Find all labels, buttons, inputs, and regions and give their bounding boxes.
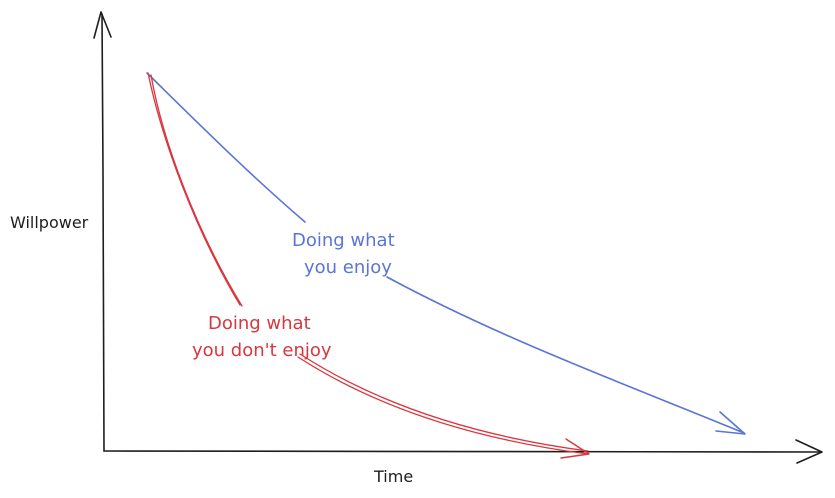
curve-dont-enjoy: Doing what you don't enjoy bbox=[147, 72, 590, 459]
curve-dont-enjoy-line-lower-b bbox=[299, 353, 589, 452]
curve-dont-enjoy-line-upper-b bbox=[150, 74, 243, 307]
y-axis-arrowhead bbox=[93, 11, 112, 39]
curve-enjoy: Doing what you enjoy bbox=[146, 72, 746, 435]
y-axis-label: Willpower bbox=[10, 213, 89, 232]
curve-enjoy-line-upper bbox=[146, 72, 306, 223]
x-axis-arrowhead bbox=[795, 439, 823, 464]
curve-dont-enjoy-line-upper-a bbox=[147, 72, 241, 306]
y-axis bbox=[93, 11, 112, 452]
curve-enjoy-line-lower bbox=[386, 276, 745, 434]
x-axis-line bbox=[103, 450, 822, 453]
curve-enjoy-label-line2: you enjoy bbox=[304, 257, 392, 278]
curve-dont-enjoy-label-line1: Doing what bbox=[208, 313, 311, 334]
curve-dont-enjoy-label-line2: you don't enjoy bbox=[192, 340, 332, 361]
curve-enjoy-arrowhead bbox=[715, 411, 746, 435]
x-axis bbox=[103, 439, 823, 464]
curve-enjoy-label-line1: Doing what bbox=[292, 230, 395, 251]
x-axis-label: Time bbox=[373, 467, 413, 486]
y-axis-line bbox=[101, 13, 105, 452]
curve-dont-enjoy-line-lower-a bbox=[297, 356, 589, 455]
curve-dont-enjoy-arrowhead bbox=[560, 438, 590, 459]
